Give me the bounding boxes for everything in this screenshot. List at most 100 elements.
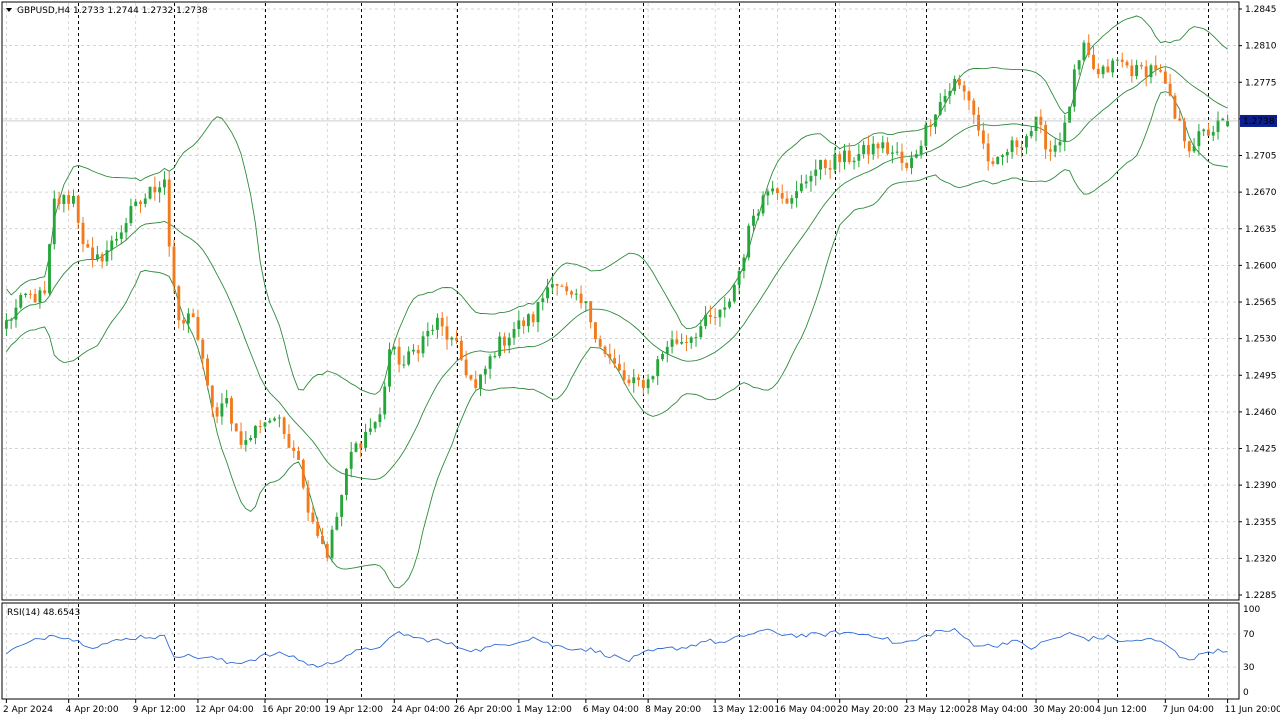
candle[interactable]	[699, 319, 703, 340]
candle[interactable]	[1068, 106, 1072, 123]
candle[interactable]	[732, 283, 736, 304]
candle[interactable]	[1096, 63, 1100, 79]
candle[interactable]	[790, 194, 794, 209]
candle[interactable]	[368, 418, 372, 436]
candle[interactable]	[1072, 64, 1076, 112]
candle[interactable]	[675, 330, 679, 346]
candle[interactable]	[292, 440, 296, 459]
candle[interactable]	[718, 309, 722, 327]
candle[interactable]	[297, 446, 300, 461]
candle[interactable]	[110, 235, 114, 261]
candle[interactable]	[196, 310, 200, 341]
candle[interactable]	[344, 467, 348, 501]
candle[interactable]	[43, 280, 47, 296]
candle[interactable]	[392, 346, 396, 356]
candle[interactable]	[795, 180, 799, 208]
candle[interactable]	[843, 143, 846, 170]
candle[interactable]	[555, 283, 559, 296]
candle[interactable]	[996, 156, 1000, 165]
candle[interactable]	[62, 193, 66, 213]
candle[interactable]	[819, 159, 822, 180]
candle[interactable]	[158, 181, 162, 203]
candle[interactable]	[1092, 45, 1095, 71]
candle[interactable]	[282, 416, 286, 440]
candle[interactable]	[641, 378, 645, 395]
candle[interactable]	[1106, 59, 1110, 73]
candle[interactable]	[1154, 55, 1158, 76]
candle[interactable]	[737, 267, 741, 295]
candle[interactable]	[153, 176, 157, 201]
candle[interactable]	[608, 343, 612, 365]
candle[interactable]	[1221, 117, 1225, 121]
candle[interactable]	[814, 159, 818, 186]
candle[interactable]	[206, 354, 209, 391]
candle[interactable]	[239, 422, 243, 450]
candle[interactable]	[474, 370, 478, 390]
candle[interactable]	[488, 354, 492, 379]
candle[interactable]	[1159, 64, 1162, 73]
candle[interactable]	[752, 209, 755, 232]
candle[interactable]	[1139, 62, 1143, 70]
candle[interactable]	[1048, 140, 1052, 161]
candle[interactable]	[388, 342, 391, 393]
candle[interactable]	[177, 284, 181, 329]
candle[interactable]	[871, 136, 875, 160]
candle[interactable]	[914, 149, 918, 159]
candle[interactable]	[119, 225, 123, 245]
candle[interactable]	[354, 441, 358, 453]
candle[interactable]	[1216, 111, 1220, 140]
candle[interactable]	[182, 316, 186, 331]
candle[interactable]	[52, 190, 56, 250]
candle[interactable]	[402, 355, 406, 369]
candle[interactable]	[986, 133, 990, 171]
candle[interactable]	[503, 332, 506, 354]
candle[interactable]	[1187, 140, 1191, 158]
candle[interactable]	[9, 317, 13, 330]
candle[interactable]	[632, 369, 636, 393]
candle[interactable]	[364, 423, 368, 452]
candle[interactable]	[584, 301, 588, 312]
candle[interactable]	[1101, 64, 1105, 79]
candle[interactable]	[685, 335, 688, 352]
candle[interactable]	[1053, 137, 1057, 158]
candle[interactable]	[1130, 59, 1134, 83]
candle[interactable]	[651, 375, 655, 383]
candle[interactable]	[325, 541, 329, 562]
candle[interactable]	[1015, 137, 1019, 155]
candle[interactable]	[531, 311, 535, 327]
candle[interactable]	[876, 142, 880, 159]
candle[interactable]	[560, 284, 564, 287]
candle[interactable]	[316, 516, 320, 539]
candle[interactable]	[1034, 116, 1038, 142]
candle[interactable]	[713, 308, 717, 326]
candle[interactable]	[833, 147, 837, 174]
candle[interactable]	[167, 170, 171, 257]
rsi-pane[interactable]	[1, 602, 1240, 700]
candle[interactable]	[507, 332, 511, 354]
candle[interactable]	[1144, 60, 1148, 87]
candle[interactable]	[886, 137, 890, 156]
candle[interactable]	[220, 393, 224, 425]
candle[interactable]	[694, 332, 698, 347]
candle[interactable]	[598, 335, 602, 348]
candle[interactable]	[359, 441, 363, 458]
candle[interactable]	[1135, 59, 1139, 80]
candle[interactable]	[1120, 52, 1124, 68]
candle[interactable]	[905, 162, 909, 171]
candle[interactable]	[210, 385, 214, 417]
candle[interactable]	[263, 421, 267, 430]
candle[interactable]	[1020, 140, 1024, 158]
candle[interactable]	[421, 331, 425, 358]
candle[interactable]	[775, 187, 779, 201]
candle[interactable]	[440, 311, 444, 336]
candle[interactable]	[383, 381, 387, 420]
candle[interactable]	[321, 527, 324, 545]
candle[interactable]	[431, 324, 435, 335]
candle[interactable]	[407, 346, 411, 366]
candle[interactable]	[95, 246, 99, 262]
candle[interactable]	[929, 119, 933, 137]
candle[interactable]	[541, 292, 545, 311]
candle[interactable]	[464, 350, 468, 379]
candle[interactable]	[1173, 92, 1177, 120]
candle[interactable]	[991, 157, 995, 167]
